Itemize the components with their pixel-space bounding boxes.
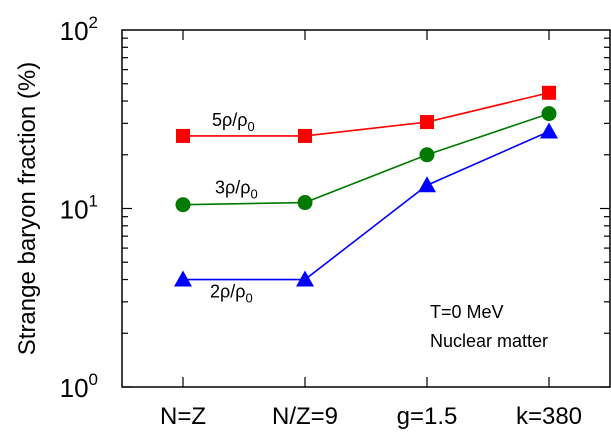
annotation-text: T=0 MeV <box>430 302 504 322</box>
series-label: 3ρ/ρ0 <box>215 178 258 202</box>
series-line <box>183 91 550 137</box>
x-tick-label: N=Z <box>160 403 206 430</box>
series-square <box>176 85 556 143</box>
labels: 100 101 102 N=Z N/Z=9 g=1.5 k=380 Strange baryo… <box>14 13 582 430</box>
data-point-triangle <box>296 270 314 287</box>
data-point-triangle <box>174 270 192 287</box>
y-tick-label: 102 <box>60 13 98 46</box>
series-line <box>183 130 550 281</box>
annotation-text: Nuclear matter <box>430 331 548 351</box>
data-point-circle <box>419 147 435 163</box>
x-tick-label: N/Z=9 <box>272 403 338 430</box>
y-tick-label: 101 <box>60 192 98 225</box>
data-point-circle <box>297 195 313 211</box>
data-point-circle <box>175 197 191 213</box>
series-triangle <box>174 122 558 287</box>
series-circle <box>175 106 557 213</box>
series-label: 2ρ/ρ0 <box>210 282 253 306</box>
data-point-square <box>176 128 190 143</box>
data-point-triangle <box>418 176 436 193</box>
series-line <box>182 112 550 206</box>
data-point-circle <box>541 106 557 122</box>
x-tick-label: k=380 <box>516 403 582 430</box>
y-axis-title: Strange baryon fraction (%) <box>14 62 41 355</box>
y-tick-label: 100 <box>60 370 98 403</box>
data-point-square <box>542 85 556 100</box>
data-point-triangle <box>540 122 558 139</box>
ticks <box>122 30 610 388</box>
data-point-square <box>298 128 312 143</box>
series-label: 5ρ/ρ0 <box>212 110 255 134</box>
data-point-square <box>420 115 434 130</box>
x-tick-label: g=1.5 <box>397 403 458 430</box>
series <box>174 85 558 287</box>
